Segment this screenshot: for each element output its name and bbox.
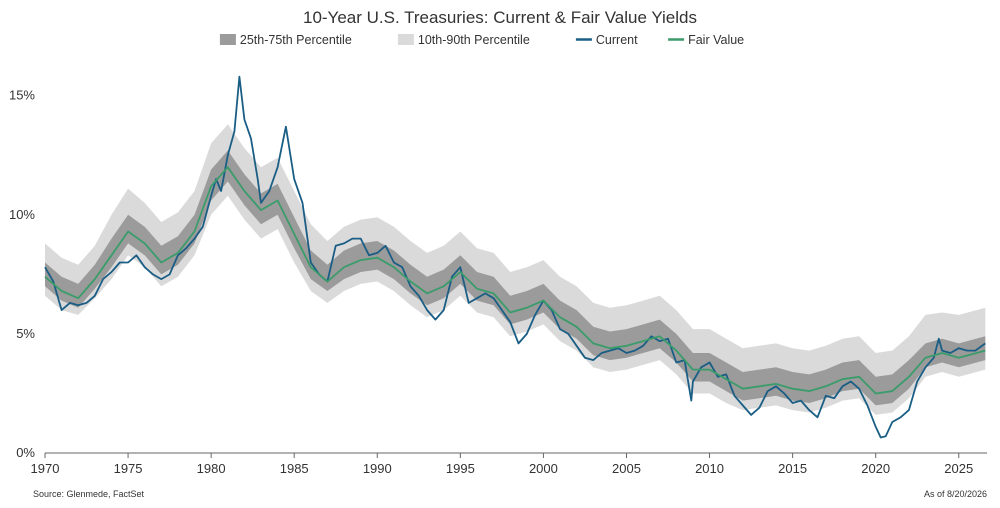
x-tick-label: 1995 <box>446 461 475 476</box>
legend-label: 10th-90th Percentile <box>418 33 530 47</box>
legend-item: Fair Value <box>668 33 744 47</box>
y-tick-label: 15% <box>9 88 35 103</box>
legend-label: Fair Value <box>688 33 744 47</box>
x-tick-label: 1980 <box>197 461 226 476</box>
legend-swatch <box>397 34 414 45</box>
series-current-line <box>44 75 986 439</box>
band-25-75-percentile <box>45 150 986 406</box>
x-tick-label: 1970 <box>31 461 60 476</box>
x-tick-label: 2005 <box>612 461 641 476</box>
y-tick-label: 5% <box>16 326 35 341</box>
x-tick-label: 1975 <box>114 461 143 476</box>
x-tick-label: 2010 <box>695 461 724 476</box>
legend: 25th-75th Percentile 10th-90th Percentile… <box>219 33 744 47</box>
x-tick-label: 2000 <box>529 461 558 476</box>
y-tick-label: 10% <box>9 207 35 222</box>
legend-label: 25th-75th Percentile <box>240 33 352 47</box>
axes: 1970 1975 1980 1985 1990 1995 2000 2005 2010 2015… <box>9 88 987 476</box>
x-tick-label: 1990 <box>363 461 392 476</box>
legend-swatch <box>219 34 236 45</box>
source-note: Source: Glenmede, FactSet <box>33 489 145 499</box>
legend-item: Current <box>575 33 638 47</box>
y-tick-label: 0% <box>16 445 35 460</box>
series-lines <box>44 75 986 439</box>
x-tick-label: 1985 <box>280 461 309 476</box>
legend-label: Current <box>596 33 638 47</box>
chart-title: 10-Year U.S. Treasuries: Current & Fair … <box>303 8 697 27</box>
x-tick-label: 2025 <box>944 461 973 476</box>
x-tick-label: 2015 <box>778 461 807 476</box>
legend-item: 10th-90th Percentile <box>397 33 530 47</box>
percentile-bands <box>45 124 986 415</box>
series-fair-value-line <box>44 166 986 395</box>
as-of-date: As of 8/20/2026 <box>924 489 987 499</box>
x-tick-label: 2020 <box>861 461 890 476</box>
legend-item: 25th-75th Percentile <box>219 33 352 47</box>
